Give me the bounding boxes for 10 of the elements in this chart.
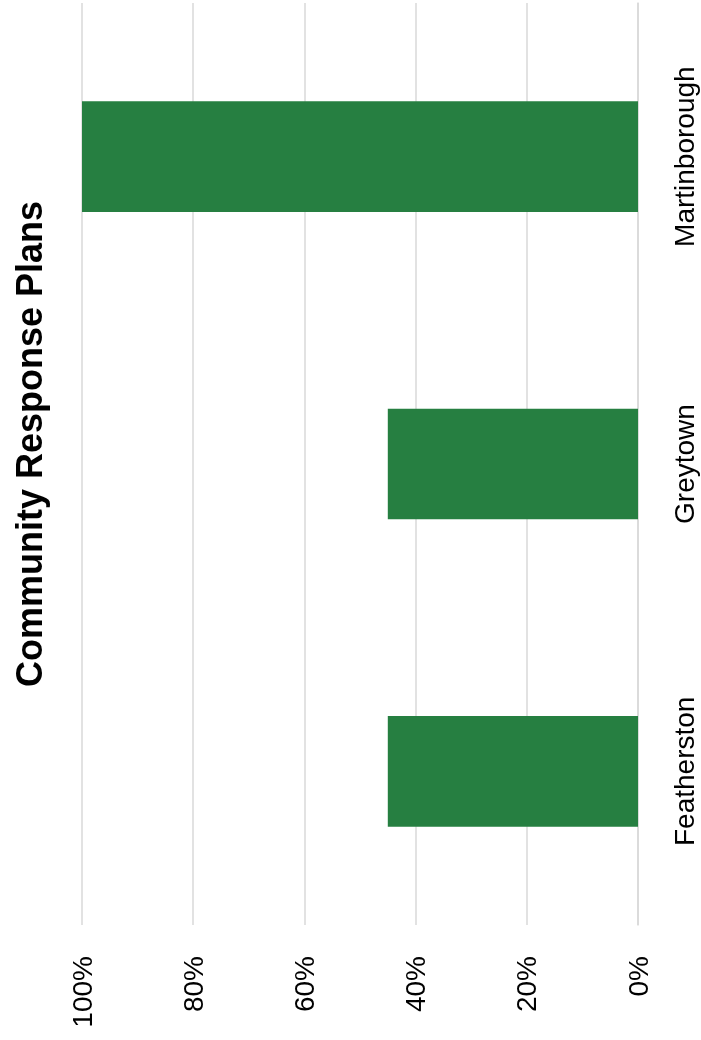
y-tick-label: Martinborough — [668, 66, 700, 247]
y-tick-label: Featherston — [668, 696, 700, 847]
x-tick-label: 0% — [622, 956, 654, 997]
x-tick-label: 100% — [66, 956, 98, 1028]
x-tick-label: 40% — [400, 956, 432, 1013]
x-tick-label: 20% — [511, 956, 543, 1013]
x-tick-label: 60% — [288, 956, 320, 1013]
y-tick-label: Greytown — [668, 404, 700, 524]
text: Community Response Plans — [8, 200, 50, 688]
x-tick-label: 80% — [177, 956, 209, 1013]
